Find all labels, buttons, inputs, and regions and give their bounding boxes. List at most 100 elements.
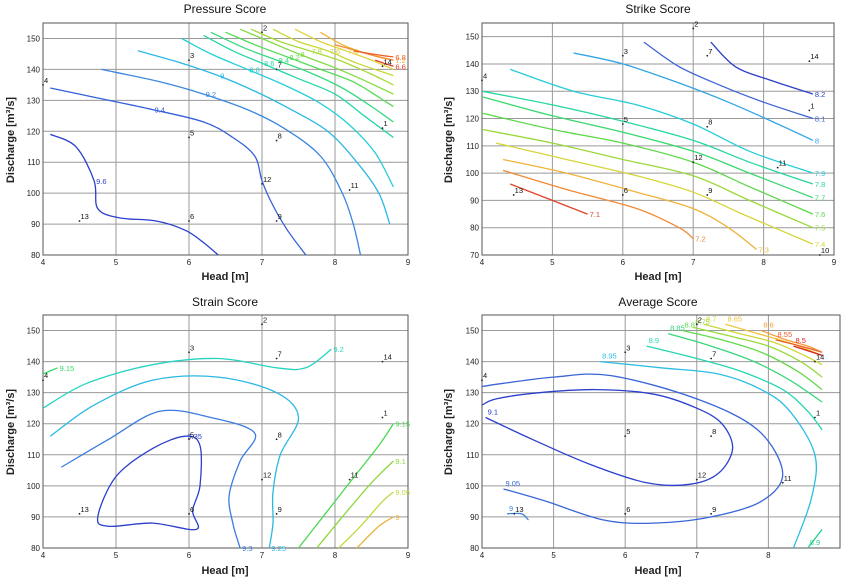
pressure-point-marker	[275, 220, 278, 222]
average-contour-line	[682, 329, 823, 391]
average-contour-line	[760, 329, 823, 353]
average-contour-line	[668, 332, 823, 403]
strain-plot-frame	[42, 314, 409, 549]
strain-point-marker	[188, 512, 190, 515]
pressure-ylabel: Discharge [m³/s]	[5, 97, 17, 184]
average-contour-line	[481, 373, 784, 525]
strain-ytick-label: 120	[27, 420, 41, 429]
strain-contour-label: 9.2	[333, 345, 343, 354]
strike-contours: 8.2 8.1 8 7.9 7.8 7.7 7.6 7.5 7.4 7.3 7.2 7.1	[481, 41, 825, 255]
average-point-marker	[624, 435, 627, 438]
strike-ylabel: Discharge [m³/s]	[443, 97, 455, 184]
strain-point-marker	[188, 438, 190, 441]
strain-point-label: 13	[81, 505, 89, 514]
average-point-marker	[624, 351, 627, 354]
strike-title: Strike Score	[625, 2, 691, 16]
strain-point-marker	[381, 416, 384, 419]
average-xtick-label: 5	[551, 551, 556, 560]
strain-title: Strain Score	[192, 295, 258, 309]
average-point-marker	[481, 379, 483, 382]
average-contour-line	[775, 339, 823, 353]
pressure-plot-frame	[42, 22, 409, 256]
pressure-contour-label: 6.6	[395, 62, 405, 71]
average-contour-label: 9	[509, 504, 513, 513]
pressure-ytick-label: 100	[27, 189, 41, 198]
strain-contour-line	[42, 348, 332, 409]
strain-ytick-label: 140	[27, 358, 41, 367]
pressure-contour-label: 7	[395, 56, 399, 65]
average-point-label: 2	[698, 315, 702, 324]
pressure-contour-label: 8.6	[264, 59, 274, 68]
average-grid	[482, 315, 840, 548]
strain-contour-line	[356, 516, 394, 549]
strike-contour-line	[481, 90, 814, 185]
strain-ytick-label: 110	[27, 451, 40, 460]
average-point-marker	[513, 512, 516, 515]
average-xtick-label: 8	[766, 551, 771, 560]
strike-point-label: 4	[483, 71, 487, 80]
strike-xtick-label: 9	[832, 258, 837, 267]
average-point-marker	[624, 512, 627, 515]
pressure-ytick-label: 110	[27, 158, 40, 167]
strike-xtick-label: 4	[480, 258, 485, 267]
pressure-point-marker	[261, 31, 263, 34]
strike-point-marker	[621, 123, 624, 125]
strain-ylabel: Discharge [m³/s]	[5, 389, 17, 476]
pressure-xlabel: Head [m]	[201, 271, 248, 283]
pressure-point-marker	[381, 65, 384, 68]
pressure-xtick-label: 5	[114, 258, 119, 267]
average-point-marker	[695, 323, 698, 326]
strike-contour-line	[573, 52, 814, 141]
strike-xtick-label: 6	[621, 258, 626, 267]
strain-contour-label: 9.25	[271, 544, 286, 553]
average-contour-label: 9.05	[505, 479, 520, 488]
pressure-contour-label: 7.6	[330, 47, 340, 56]
strike-point-label: 6	[624, 186, 628, 195]
strike-ytick-label: 120	[466, 115, 480, 124]
average-panel: Average Score 4 5 6 7 8 80 90 100 110 120 130 140 150…	[443, 295, 841, 577]
average-ylabel: Discharge [m³/s]	[443, 389, 455, 476]
strain-ytick-label: 130	[27, 389, 41, 398]
pressure-point-marker	[261, 182, 263, 185]
strain-contour-line	[316, 460, 394, 549]
strike-point-label: 3	[624, 47, 628, 56]
strain-contour-label: 9.35	[187, 432, 202, 441]
pressure-point-label: 6	[190, 212, 194, 221]
pressure-point-label: 2	[263, 23, 267, 32]
strain-point-marker	[78, 512, 81, 515]
average-contour-line	[600, 360, 818, 549]
strike-contour-label: 7.7	[815, 194, 825, 203]
strike-grid	[482, 23, 834, 255]
pressure-ytick-label: 120	[27, 127, 41, 136]
strike-contour-line	[710, 41, 814, 95]
strike-ytick-label: 80	[470, 224, 479, 233]
pressure-grid	[43, 23, 408, 255]
strain-contour-line	[338, 491, 394, 549]
strike-point-label: 7	[708, 47, 712, 56]
average-contour-label: 8.6	[763, 321, 773, 330]
pressure-contour-line	[294, 28, 394, 70]
average-point-label: 14	[816, 353, 824, 362]
average-ytick-label: 130	[466, 389, 480, 398]
average-xtick-label: 4	[480, 551, 485, 560]
pressure-point-marker	[188, 220, 190, 222]
strike-point-label: 12	[694, 153, 702, 162]
strike-point-marker	[481, 79, 483, 82]
average-contour-label: 8.85	[670, 324, 685, 333]
pressure-contour-line	[101, 68, 362, 256]
strain-contour-line	[60, 409, 257, 549]
strain-point-marker	[261, 478, 263, 481]
average-contour-line	[807, 529, 823, 549]
pressure-ytick-label: 90	[31, 220, 40, 229]
strain-point-label: 2	[263, 315, 267, 324]
strain-contour-line	[96, 435, 203, 531]
pressure-point-label: 11	[351, 181, 359, 190]
average-ytick-label: 150	[466, 327, 480, 336]
average-point-label: 7	[712, 349, 716, 358]
pressure-xtick-label: 4	[41, 258, 46, 267]
strain-point-label: 1	[383, 409, 387, 418]
